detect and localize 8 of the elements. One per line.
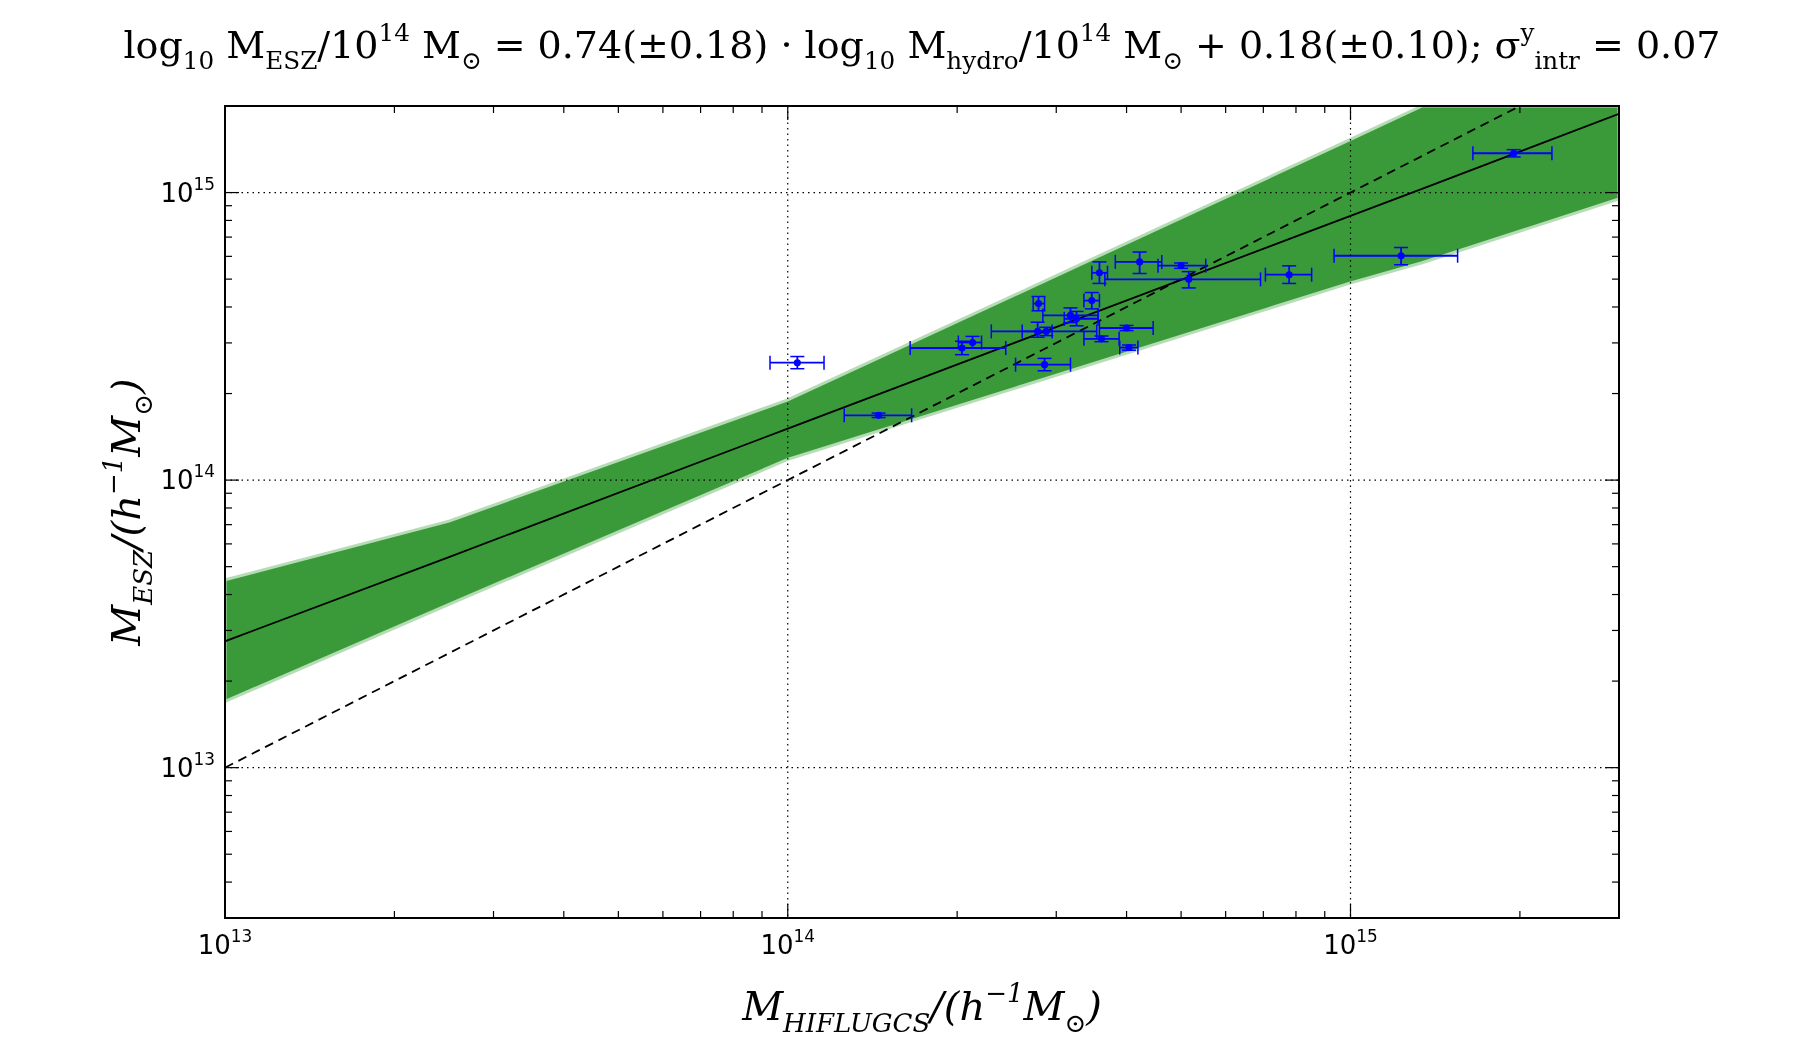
y-tick-label: 10$^{15}$: [160, 173, 215, 208]
chart-title: log$_{10}$ M$_{ESZ}$/10$^{14}$ M$_{⊙}$ = 0.74(±0.18) · log$_{10}$ M$_{hydro}$/10$^{14}$ M$_{⊙}$ + 0.18(±0.10); σ$^{y}$$_{intr}$ = 0.07: [123, 17, 1721, 76]
y-tick-label: 10$^{14}$: [160, 461, 215, 496]
x-axis-title: M$_{HIFLUGCS}$/(h$^{−1}$M$_{⊙}$): [741, 978, 1102, 1038]
y-tick-label: 10$^{13}$: [160, 748, 215, 783]
x-tick-label: 10$^{14}$: [760, 926, 816, 960]
x-tick-label: 10$^{15}$: [1323, 926, 1378, 960]
x-tick-label: 10$^{13}$: [197, 926, 253, 960]
